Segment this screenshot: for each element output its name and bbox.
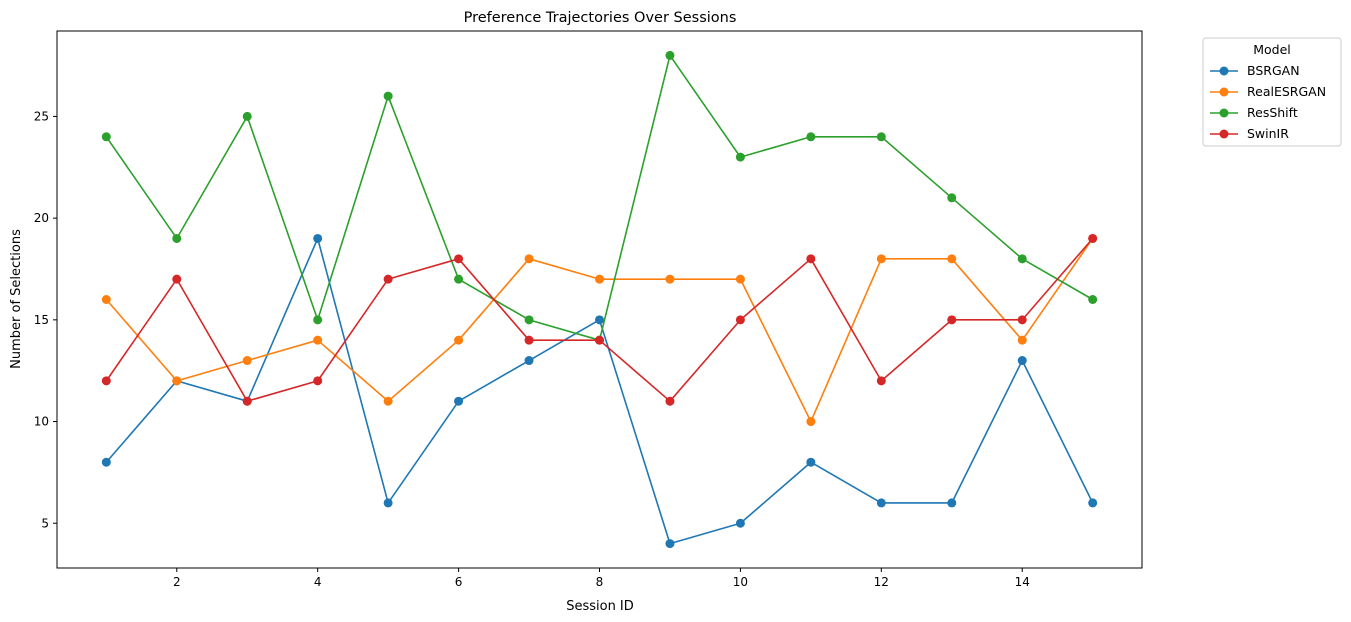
data-point bbox=[806, 254, 816, 264]
y-axis-label: Number of Selections bbox=[9, 229, 24, 369]
data-point bbox=[242, 356, 252, 366]
x-tick-label: 8 bbox=[596, 575, 604, 589]
data-point bbox=[1017, 315, 1027, 325]
x-tick-label: 14 bbox=[1015, 575, 1030, 589]
y-axis-ticks: 5 10 15 20 25 bbox=[34, 109, 57, 530]
series-realesrgan bbox=[101, 233, 1098, 427]
x-tick-label: 4 bbox=[314, 575, 322, 589]
data-point bbox=[735, 315, 745, 325]
data-point bbox=[313, 233, 323, 243]
data-point bbox=[1017, 356, 1027, 366]
data-point bbox=[1088, 233, 1098, 243]
data-point bbox=[524, 356, 534, 366]
data-point bbox=[1017, 335, 1027, 345]
data-point bbox=[1088, 295, 1098, 304]
data-point bbox=[313, 315, 323, 325]
data-point bbox=[947, 315, 957, 325]
legend-label: BSRGAN bbox=[1247, 63, 1300, 78]
data-point bbox=[876, 376, 886, 386]
legend-label: RealESRGAN bbox=[1247, 84, 1326, 99]
data-point bbox=[524, 335, 534, 345]
data-point bbox=[665, 539, 675, 549]
data-point bbox=[665, 396, 675, 406]
data-point bbox=[383, 91, 393, 101]
data-point bbox=[101, 457, 111, 467]
y-tick-label: 5 bbox=[41, 516, 49, 530]
data-point bbox=[806, 417, 816, 427]
y-tick-label: 25 bbox=[34, 109, 49, 123]
y-tick-label: 15 bbox=[34, 313, 49, 327]
data-point bbox=[172, 376, 182, 386]
data-point bbox=[454, 254, 464, 264]
series-line bbox=[105, 54, 1094, 341]
x-tick-label: 12 bbox=[874, 575, 889, 589]
data-point bbox=[595, 335, 604, 345]
data-point bbox=[101, 295, 111, 304]
data-point bbox=[383, 274, 393, 284]
x-tick-label: 10 bbox=[733, 575, 748, 589]
legend-item: BSRGAN bbox=[1210, 63, 1300, 78]
x-axis-ticks: 2 4 6 8 10 12 14 bbox=[173, 568, 1030, 589]
data-point bbox=[524, 254, 534, 264]
series-line bbox=[105, 238, 1094, 423]
series-swinir bbox=[101, 233, 1098, 406]
data-point bbox=[101, 376, 111, 386]
data-point bbox=[1088, 498, 1098, 508]
data-point bbox=[595, 315, 604, 325]
series-line bbox=[105, 237, 1094, 545]
legend-label: SwinIR bbox=[1247, 126, 1289, 141]
data-point bbox=[806, 132, 816, 142]
data-point bbox=[876, 498, 886, 508]
legend-marker bbox=[1219, 129, 1229, 139]
data-point bbox=[242, 111, 252, 121]
x-axis-label: Session ID bbox=[566, 599, 634, 614]
x-tick-label: 6 bbox=[455, 575, 463, 589]
data-point bbox=[1017, 254, 1027, 264]
data-point bbox=[876, 132, 886, 142]
chart-title: Preference Trajectories Over Sessions bbox=[464, 10, 737, 26]
data-point bbox=[242, 396, 252, 406]
data-point bbox=[876, 254, 886, 264]
data-point bbox=[454, 274, 464, 284]
plot-area bbox=[101, 50, 1098, 549]
y-tick-label: 10 bbox=[34, 415, 49, 429]
data-point bbox=[101, 132, 111, 142]
data-point bbox=[383, 498, 393, 508]
legend-marker bbox=[1219, 87, 1229, 97]
legend-marker bbox=[1219, 66, 1229, 76]
legend-item: ResShift bbox=[1210, 105, 1298, 120]
series-resshift bbox=[101, 50, 1098, 345]
data-point bbox=[524, 315, 534, 325]
x-tick-label: 2 bbox=[173, 575, 181, 589]
data-point bbox=[454, 396, 464, 406]
data-point bbox=[735, 274, 745, 284]
legend-item: SwinIR bbox=[1210, 126, 1289, 141]
legend-item: RealESRGAN bbox=[1210, 84, 1326, 99]
data-point bbox=[454, 335, 464, 345]
legend-box bbox=[1202, 37, 1342, 147]
data-point bbox=[806, 457, 816, 467]
data-point bbox=[665, 50, 675, 60]
data-point bbox=[172, 233, 182, 243]
data-point bbox=[735, 152, 745, 162]
data-point bbox=[947, 254, 957, 264]
data-point bbox=[313, 376, 323, 386]
legend-marker bbox=[1219, 108, 1229, 118]
legend-title: Model bbox=[1253, 42, 1291, 57]
plot-frame bbox=[56, 30, 1143, 569]
data-point bbox=[313, 335, 323, 345]
legend: Model BSRGAN RealESRGAN ResShift SwinIR bbox=[1202, 37, 1342, 147]
data-point bbox=[947, 193, 957, 203]
legend-label: ResShift bbox=[1247, 105, 1298, 120]
data-point bbox=[383, 396, 393, 406]
y-tick-label: 20 bbox=[34, 211, 49, 225]
data-point bbox=[735, 518, 745, 528]
legend-items: BSRGAN RealESRGAN ResShift SwinIR bbox=[1210, 63, 1326, 141]
data-point bbox=[947, 498, 957, 508]
data-point bbox=[595, 274, 604, 284]
data-point bbox=[172, 274, 182, 284]
data-point bbox=[665, 274, 675, 284]
